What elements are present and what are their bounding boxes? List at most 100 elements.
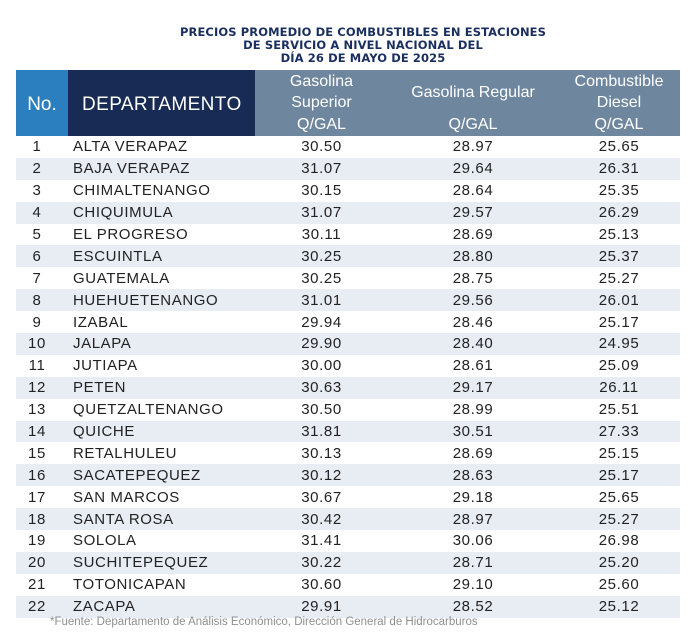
row-number: 5 bbox=[32, 226, 42, 243]
title-line-2: DE SERVICIO A NIVEL NACIONAL DEL bbox=[243, 38, 483, 52]
row-number: 10 bbox=[28, 335, 46, 353]
row-combustible-diesel: 25.60 bbox=[598, 576, 640, 594]
row-gasolina-regular: 28.40 bbox=[452, 335, 494, 353]
row-gasolina-superior: 30.22 bbox=[301, 554, 342, 572]
row-departamento: SANTA ROSA bbox=[73, 510, 174, 528]
header-superior-line1: Gasolina bbox=[289, 73, 354, 90]
row-combustible-diesel: 25.51 bbox=[598, 401, 640, 419]
row-departamento: HUEHUETENANGO bbox=[73, 291, 219, 309]
row-departamento: CHIMALTENANGO bbox=[73, 182, 211, 200]
row-number: 15 bbox=[28, 444, 46, 462]
row-gasolina-regular: 28.46 bbox=[452, 313, 494, 331]
row-gasolina-superior: 30.13 bbox=[301, 444, 342, 462]
row-combustible-diesel: 25.37 bbox=[598, 247, 640, 265]
row-combustible-diesel: 25.27 bbox=[598, 269, 640, 287]
row-combustible-diesel: 25.15 bbox=[598, 444, 640, 462]
row-number: 12 bbox=[28, 379, 46, 397]
row-combustible-diesel: 26.11 bbox=[599, 379, 639, 397]
header-departamento: DEPARTAMENTO bbox=[68, 70, 255, 136]
row-departamento: ALTA VERAPAZ bbox=[73, 138, 188, 156]
table-row: 10 JALAPA 29.90 28.40 24.95 bbox=[16, 333, 680, 355]
row-gasolina-superior: 29.94 bbox=[301, 313, 342, 331]
table-row: 2 BAJA VERAPAZ 31.07 29.64 26.31 bbox=[16, 157, 680, 180]
row-departamento: PETEN bbox=[73, 379, 127, 397]
table-row: 19 SOLOLA 31.41 30.06 26.98 bbox=[16, 530, 680, 552]
row-gasolina-superior: 30.50 bbox=[301, 401, 342, 419]
row-gasolina-regular: 28.75 bbox=[452, 269, 494, 287]
row-gasolina-regular: 28.52 bbox=[452, 598, 494, 616]
row-gasolina-superior: 30.63 bbox=[301, 379, 342, 397]
table-row: 20 SUCHITEPEQUEZ 30.22 28.71 25.20 bbox=[16, 551, 680, 574]
row-gasolina-regular: 29.57 bbox=[452, 204, 494, 222]
row-departamento: QUETZALTENANGO bbox=[73, 401, 224, 419]
table-row: 22 ZACAPA 29.91 28.52 25.12 bbox=[16, 595, 680, 618]
header-gasolina-regular: Gasolina Regular Q/GAL bbox=[388, 70, 558, 136]
row-gasolina-regular: 29.64 bbox=[452, 160, 494, 178]
row-gasolina-superior: 30.25 bbox=[301, 269, 342, 287]
row-number: 1 bbox=[32, 138, 42, 156]
row-number: 22 bbox=[28, 598, 46, 616]
row-combustible-diesel: 25.65 bbox=[598, 488, 640, 506]
row-gasolina-regular: 28.71 bbox=[452, 554, 494, 572]
row-gasolina-superior: 30.11 bbox=[301, 226, 342, 243]
row-number: 16 bbox=[28, 466, 46, 484]
row-departamento: EL PROGRESO bbox=[73, 226, 189, 243]
row-gasolina-regular: 28.63 bbox=[452, 466, 494, 484]
table-row: 12 PETEN 30.63 29.17 26.11 bbox=[16, 376, 680, 399]
table-row: 7 GUATEMALA 30.25 28.75 25.27 bbox=[16, 267, 680, 290]
row-number: 4 bbox=[32, 204, 42, 222]
row-departamento: SUCHITEPEQUEZ bbox=[73, 554, 209, 572]
table-row: 13 QUETZALTENANGO 30.50 28.99 25.51 bbox=[16, 398, 680, 421]
row-gasolina-superior: 31.41 bbox=[301, 532, 342, 550]
row-number: 14 bbox=[28, 423, 46, 441]
row-combustible-diesel: 25.17 bbox=[598, 313, 640, 331]
header-diesel-line2: Diesel bbox=[596, 94, 642, 111]
table-body: 1 ALTA VERAPAZ 30.50 28.97 25.65 2 BAJA VERAPA… bbox=[16, 136, 680, 618]
source-footnote: *Fuente: Departamento de Análisis Económ… bbox=[50, 616, 478, 628]
row-gasolina-superior: 31.07 bbox=[301, 160, 342, 178]
header-no: No. bbox=[16, 70, 68, 136]
row-number: 18 bbox=[28, 510, 46, 528]
row-number: 17 bbox=[28, 488, 46, 506]
row-combustible-diesel: 26.29 bbox=[598, 204, 640, 222]
row-departamento: ESCUINTLA bbox=[73, 247, 163, 265]
row-number: 8 bbox=[32, 291, 42, 309]
table-header: No. DEPARTAMENTO Gasolina Superior Q/GAL… bbox=[16, 70, 680, 136]
row-combustible-diesel: 24.95 bbox=[598, 335, 640, 353]
header-diesel-unit: Q/GAL bbox=[594, 116, 644, 133]
row-gasolina-superior: 30.15 bbox=[301, 182, 342, 200]
row-combustible-diesel: 26.98 bbox=[598, 532, 640, 550]
fuel-price-table: No. DEPARTAMENTO Gasolina Superior Q/GAL… bbox=[16, 70, 680, 618]
row-combustible-diesel: 25.20 bbox=[598, 554, 640, 572]
row-gasolina-superior: 29.91 bbox=[301, 598, 342, 616]
row-departamento: RETALHULEU bbox=[73, 444, 178, 462]
row-departamento: CHIQUIMULA bbox=[73, 204, 174, 222]
title-line-3: DÍA 26 DE MAYO DE 2025 bbox=[280, 51, 446, 65]
table-row: 1 ALTA VERAPAZ 30.50 28.97 25.65 bbox=[16, 136, 680, 158]
table-row: 3 CHIMALTENANGO 30.15 28.64 25.35 bbox=[16, 179, 680, 202]
row-combustible-diesel: 25.12 bbox=[598, 598, 640, 616]
table-row: 18 SANTA ROSA 30.42 28.97 25.27 bbox=[16, 508, 680, 531]
table-row: 9 IZABAL 29.94 28.46 25.17 bbox=[16, 311, 680, 334]
row-departamento: SOLOLA bbox=[73, 532, 137, 550]
row-combustible-diesel: 25.17 bbox=[598, 466, 640, 484]
row-gasolina-regular: 29.10 bbox=[452, 576, 494, 594]
row-number: 13 bbox=[28, 401, 46, 419]
header-diesel-line1: Combustible bbox=[574, 73, 664, 90]
header-price-group: Gasolina Superior Q/GAL Gasolina Regular… bbox=[255, 70, 680, 136]
row-combustible-diesel: 26.01 bbox=[598, 291, 640, 309]
row-gasolina-superior: 30.50 bbox=[301, 138, 342, 156]
row-combustible-diesel: 25.13 bbox=[598, 226, 640, 243]
row-gasolina-superior: 29.90 bbox=[301, 335, 342, 353]
row-number: 21 bbox=[28, 576, 46, 594]
row-departamento: SACATEPEQUEZ bbox=[73, 466, 201, 484]
header-combustible-diesel: Combustible Diesel Q/GAL bbox=[558, 70, 680, 136]
table-row: 8 HUEHUETENANGO 31.01 29.56 26.01 bbox=[16, 289, 680, 312]
row-number: 6 bbox=[32, 247, 42, 265]
table-row: 17 SAN MARCOS 30.67 29.18 25.65 bbox=[16, 486, 680, 509]
row-combustible-diesel: 25.65 bbox=[598, 138, 640, 156]
row-departamento: BAJA VERAPAZ bbox=[73, 160, 190, 178]
row-gasolina-superior: 31.07 bbox=[301, 204, 342, 222]
table-row: 16 SACATEPEQUEZ 30.12 28.63 25.17 bbox=[16, 464, 680, 487]
header-regular-unit: Q/GAL bbox=[448, 116, 498, 133]
